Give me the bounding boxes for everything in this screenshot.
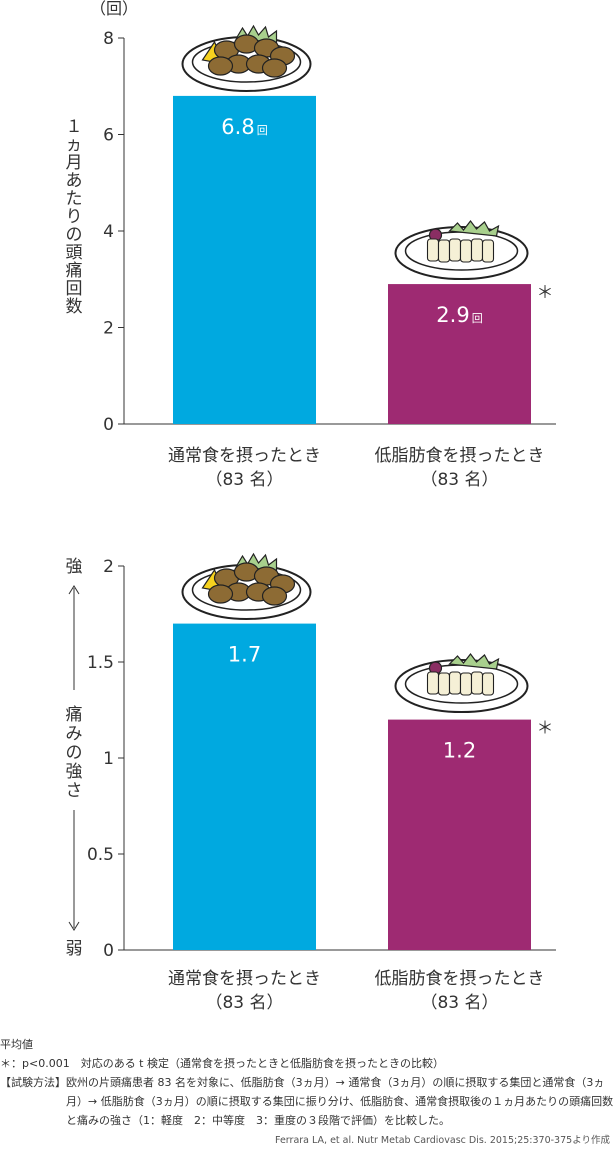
pork-slice <box>459 672 473 696</box>
x-category-label: 通常食を摂ったとき <box>168 969 321 989</box>
footnote-source: Ferrara LA, et al. Nutr Metab Cardiovasc… <box>275 1135 610 1146</box>
up-arrow-head <box>68 585 80 595</box>
footnote-mean: 平均値 <box>0 1038 33 1051</box>
y-tick-label: 2 <box>103 557 114 577</box>
down-arrow-head <box>68 921 80 931</box>
y-axis-label-char: 痛 <box>66 261 83 281</box>
chicken-piece <box>207 584 234 604</box>
y-axis-label-char: の <box>66 743 83 763</box>
y-axis-strong-label: 強 <box>66 557 83 577</box>
y-axis-label-char: の <box>66 225 83 245</box>
y-axis-label-char: 痛 <box>66 705 83 725</box>
y-axis-label-char: ヵ <box>66 135 83 155</box>
y-axis-label-char: 回 <box>66 279 83 299</box>
y-axis-label-char: １ <box>66 117 83 137</box>
chicken-piece <box>261 586 288 606</box>
y-axis-weak-label: 弱 <box>66 939 83 959</box>
pork-slice <box>481 672 495 696</box>
data-label-unit: 回 <box>257 124 268 137</box>
data-label: 1.2 <box>443 739 476 763</box>
footnote-method-head: 【試験方法】 <box>0 1076 66 1089</box>
bar-normal-diet <box>173 95 316 425</box>
y-axis-label-char: 強 <box>66 762 83 782</box>
y-tick-label: 1 <box>103 749 114 769</box>
lettuce <box>448 220 500 237</box>
y-axis-label-char: さ <box>66 781 83 801</box>
pork-slice <box>426 671 440 695</box>
y-tick-label: 1.5 <box>87 653 114 673</box>
x-category-label: 低脂肪食を摂ったとき <box>375 969 545 989</box>
pork-slice <box>437 239 451 263</box>
pork-slice <box>426 238 440 262</box>
y-tick-label: 8 <box>103 29 114 49</box>
fried-chicken-plate-icon <box>181 552 312 620</box>
footnotes: 平均値 ＊：p<0.001 対応のある t 検定（通常食を摂ったときと低脂肪食を… <box>0 1035 614 1150</box>
y-axis-label-char: 数 <box>66 297 83 317</box>
y-axis-label-char: あ <box>66 171 83 191</box>
y-tick-label: 2 <box>103 319 114 339</box>
chicken-piece <box>261 58 288 78</box>
significance-mark: ＊ <box>537 283 554 303</box>
pork-slice <box>481 239 495 263</box>
footnote-method-body: 欧州の片頭痛患者 83 名を対象に、低脂肪食（3ヵ月）→ 通常食（3ヵ月）の順に… <box>66 1076 614 1127</box>
pork-slice <box>470 238 484 262</box>
pork-slice <box>437 672 451 696</box>
x-category-sublabel: （83 名） <box>205 993 283 1013</box>
y-axis-label-char: み <box>66 724 83 744</box>
y-tick-label: 0 <box>103 941 114 961</box>
pork-slice <box>459 239 473 263</box>
x-category-label: 低脂肪食を摂ったとき <box>375 446 545 466</box>
y-axis-label-char: り <box>66 207 83 227</box>
pork-slice <box>448 671 462 695</box>
chicken-piece <box>207 56 234 76</box>
footnote-method: 【試験方法】 欧州の片頭痛患者 83 名を対象に、低脂肪食（3ヵ月）→ 通常食（… <box>0 1073 614 1130</box>
x-category-sublabel: （83 名） <box>420 993 498 1013</box>
y-axis-label-char: 月 <box>66 153 83 173</box>
lettuce <box>448 653 500 670</box>
fried-chicken-plate-icon <box>181 24 312 92</box>
boiled-pork-plate-icon <box>394 653 529 713</box>
x-category-sublabel: （83 名） <box>420 470 498 490</box>
bar-low-fat-diet <box>388 284 531 424</box>
x-category-label: 通常食を摂ったとき <box>168 446 321 466</box>
footnote-pvalue: ＊：p<0.001 対応のある t 検定（通常食を摂ったときと低脂肪食を摂ったと… <box>0 1057 444 1070</box>
pork-slice <box>448 238 462 262</box>
y-tick-label: 6 <box>103 126 114 146</box>
bar-low-fat-diet <box>388 719 531 950</box>
data-label: 1.7 <box>228 643 261 667</box>
x-category-sublabel: （83 名） <box>205 470 283 490</box>
significance-mark: ＊ <box>537 719 554 739</box>
y-axis-label-char: 頭 <box>66 243 83 263</box>
bar-normal-diet <box>173 623 316 950</box>
y-axis-label-char: た <box>66 189 83 209</box>
y-tick-label: 0.5 <box>87 845 114 865</box>
y-tick-label: 0 <box>103 415 114 435</box>
pork-slice <box>470 671 484 695</box>
y-unit-label: （回） <box>90 0 138 18</box>
data-label-unit: 回 <box>472 312 483 325</box>
boiled-pork-plate-icon <box>394 220 529 280</box>
y-tick-label: 4 <box>103 222 114 242</box>
